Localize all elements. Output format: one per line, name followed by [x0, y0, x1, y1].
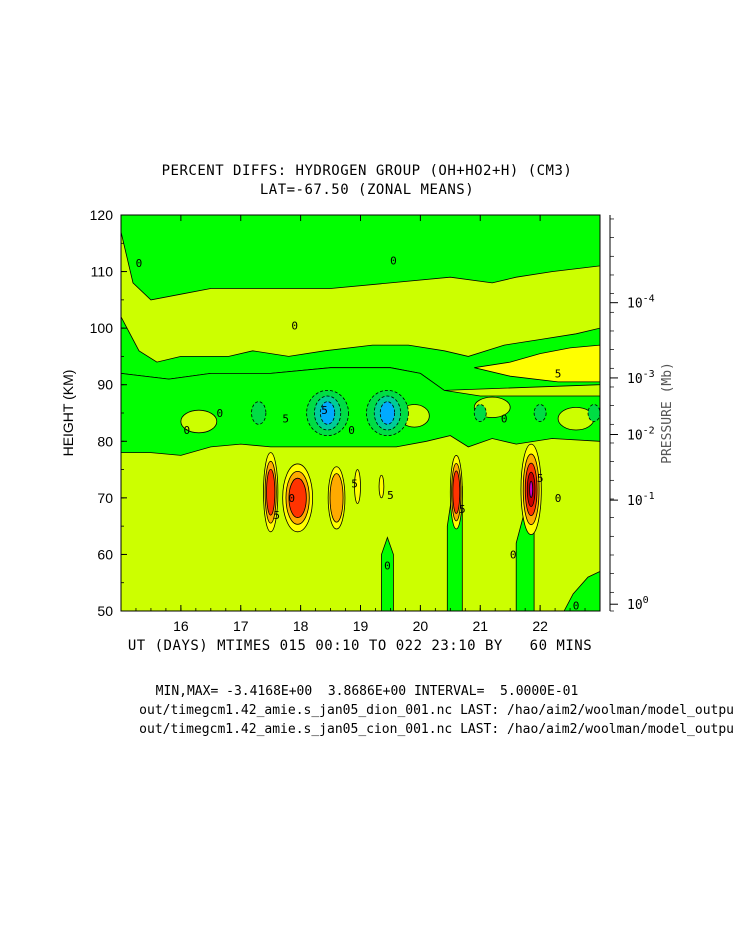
contour-label: 0	[184, 424, 191, 437]
negative-contour-1	[473, 404, 487, 422]
positive-contour-3	[266, 468, 276, 516]
chart-title: PERCENT DIFFS: HYDROGEN GROUP (OH+HO2+H)…	[161, 163, 573, 179]
near-zero-island	[180, 409, 218, 434]
y-tick-label: 50	[97, 603, 113, 619]
axes: 16 17 18 19 20 21 22506070809010011012010-410-…	[90, 207, 655, 634]
pressure-tick-label: 10-1	[627, 491, 655, 509]
pressure-tick-label: 10-2	[627, 425, 655, 443]
file-path-1: out/timegcm1.42_amie.s_jan05_dion_001.nc…	[139, 703, 734, 718]
y-tick-label: 100	[90, 320, 114, 336]
x-tick-label: 19	[353, 618, 369, 634]
contour-label: 0	[555, 492, 562, 505]
positive-contour-3	[452, 470, 461, 514]
negative-contour-3	[319, 401, 336, 425]
contour-label: 5	[537, 472, 544, 485]
y-tick-label: 110	[91, 264, 114, 280]
x-tick-label: 17	[233, 618, 249, 634]
y-axis-label: HEIGHT (KM)	[60, 370, 76, 457]
contour-label: 5	[273, 509, 280, 522]
y2-axis-label: PRESSURE (Mb)	[660, 362, 675, 464]
positive-contour-2	[329, 473, 344, 523]
contour-label: 5	[555, 367, 562, 380]
negative-region-upper	[121, 215, 600, 301]
x-tick-label: 22	[532, 618, 548, 634]
contour-label: 0	[390, 254, 397, 267]
contour-label: 0	[510, 548, 517, 561]
negative-contour-1	[251, 401, 267, 425]
negative-region-main	[121, 367, 600, 456]
y-tick-label: 120	[90, 207, 114, 223]
contour-label: 0	[348, 424, 355, 437]
contour-label: 0	[136, 257, 143, 270]
positive-region-upper	[474, 344, 600, 383]
contour-label: 0	[216, 407, 223, 420]
pressure-tick-label: 10-3	[627, 369, 655, 387]
negative-region-corner	[563, 570, 600, 611]
negative-plume-19	[381, 536, 394, 611]
y-tick-label: 80	[97, 433, 113, 449]
file-path-2: out/timegcm1.42_amie.s_jan05_cion_001.nc…	[139, 722, 734, 737]
contour-label: 0	[291, 319, 298, 332]
positive-contour-3	[288, 477, 307, 518]
pressure-tick-label: 100	[627, 595, 649, 613]
x-axis-label: UT (DAYS) MTIMES 015 00:10 TO 022 23:10 …	[127, 638, 593, 654]
x-tick-label: 18	[293, 618, 309, 634]
contour-label: 5	[459, 503, 466, 516]
contour-label: 5	[387, 489, 394, 502]
pressure-tick-label: 10-4	[627, 294, 655, 312]
positive-contour-peak	[529, 480, 534, 498]
y-tick-label: 90	[97, 377, 113, 393]
contour-label: 5	[321, 404, 328, 417]
contour-label: 0	[384, 560, 391, 573]
contour-label: 5	[282, 413, 289, 426]
x-tick-label: 21	[472, 618, 488, 634]
x-tick-label: 20	[413, 618, 429, 634]
y-tick-label: 60	[97, 546, 113, 562]
positive-contour-1	[354, 469, 361, 504]
chart-subtitle: LAT=-67.50 (ZONAL MEANS)	[259, 182, 475, 198]
contour-label: 5	[351, 478, 358, 491]
negative-contour-1	[533, 404, 547, 422]
x-tick-label: 16	[173, 618, 189, 634]
contour-label: 0	[288, 492, 295, 505]
min-max-interval: MIN,MAX= -3.4168E+00 3.8686E+00 INTERVAL…	[155, 684, 579, 699]
negative-contour-3	[379, 401, 396, 425]
negative-contour-1	[587, 404, 600, 422]
contour-label: 0	[501, 413, 508, 426]
positive-contour-1	[378, 474, 385, 499]
y-tick-label: 70	[97, 490, 113, 506]
contour-label: 0	[573, 599, 580, 612]
